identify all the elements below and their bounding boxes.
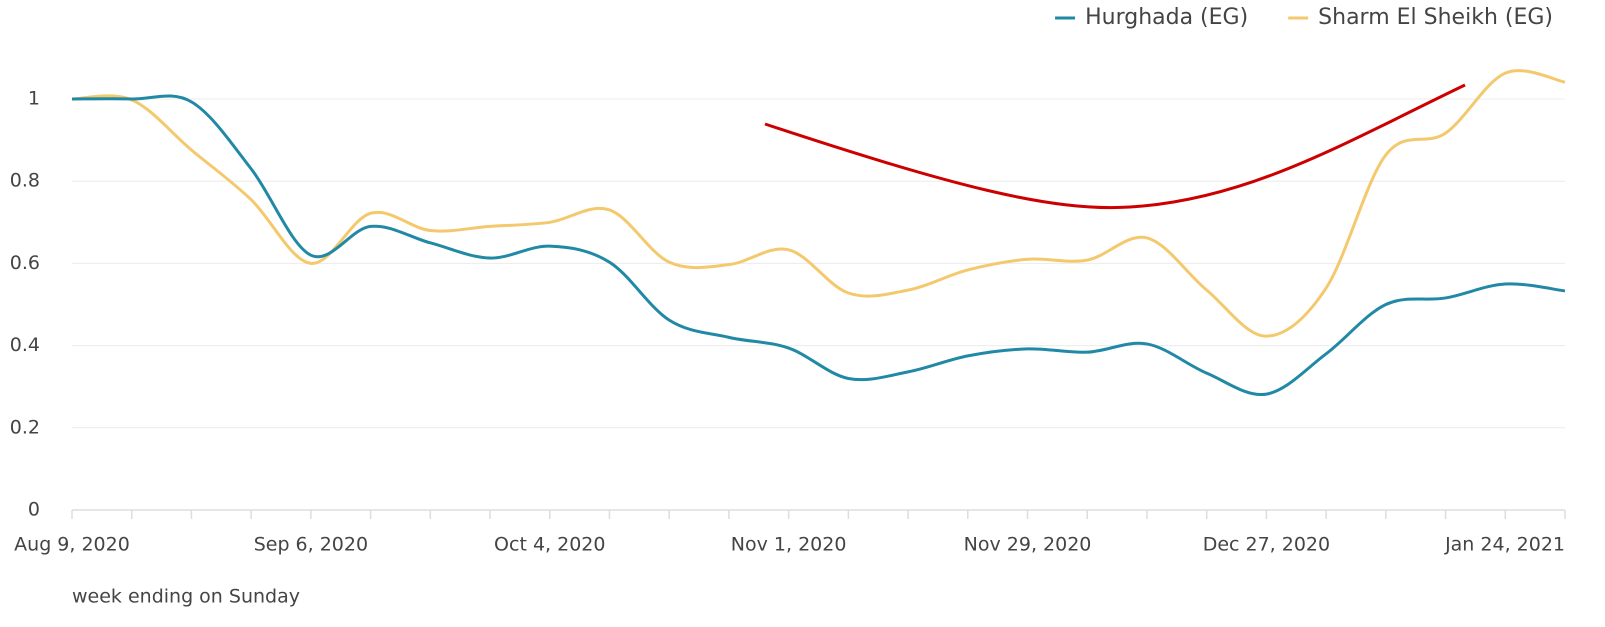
x-tick-label: Aug 9, 2020: [14, 534, 130, 556]
y-tick-label: 0.6: [10, 252, 40, 274]
x-tick-label: Nov 29, 2020: [964, 534, 1092, 556]
legend-label: Sharm El Sheikh (EG): [1318, 5, 1553, 30]
x-tick-label: Jan 24, 2021: [1444, 534, 1565, 556]
x-tick-label: Dec 27, 2020: [1203, 534, 1330, 556]
x-axis-label: week ending on Sunday: [72, 586, 300, 608]
series-line: [71, 94, 1566, 396]
series-line: [71, 69, 1566, 338]
y-tick-label: 1: [28, 88, 40, 110]
plot-area: 0 0.2 0.4 0.6 0.8 1 Aug 9, 2020 Sep 6, 2020 Oct …: [10, 69, 1566, 556]
x-tick-label: Nov 1, 2020: [731, 534, 847, 556]
y-tick-label: 0.2: [10, 416, 40, 438]
legend: Sharm El Sheikh (EG) Hurghada (EG): [1055, 5, 1553, 30]
x-tick-label: Oct 4, 2020: [494, 534, 605, 556]
legend-label: Hurghada (EG): [1085, 5, 1248, 30]
y-tick-label: 0.4: [10, 334, 40, 356]
x-tick-label: Sep 6, 2020: [254, 534, 368, 556]
y-tick-label: 0.8: [10, 170, 40, 192]
y-tick-label: 0: [28, 499, 40, 521]
annotation-curve: [764, 83, 1466, 210]
